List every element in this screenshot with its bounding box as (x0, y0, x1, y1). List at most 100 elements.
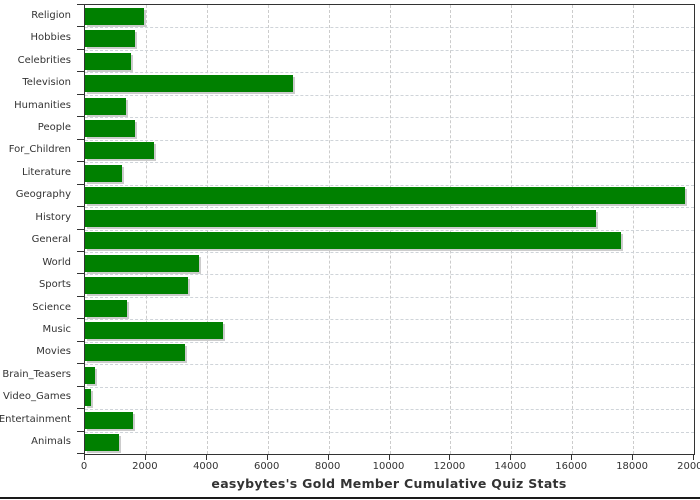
bar-sports (85, 277, 188, 295)
category-label-sports: Sports (38, 279, 71, 291)
x-axis-tick-label: 16000 (555, 461, 588, 472)
y-axis-tick (77, 139, 84, 140)
bottom-border (0, 497, 700, 499)
x-axis-tick (388, 455, 390, 460)
category-label-video_games: Video_Games (3, 391, 71, 403)
y-axis-tick (77, 161, 84, 162)
category-label-world: World (42, 256, 71, 268)
category-label-history: History (35, 211, 71, 223)
bar-for_children (85, 142, 155, 160)
horizontal-gridline (85, 117, 694, 119)
category-label-humanities: Humanities (14, 99, 71, 111)
bar-science (85, 299, 127, 317)
x-axis-tick (449, 455, 451, 460)
y-axis-tick (77, 4, 84, 5)
x-axis-tick (205, 455, 207, 460)
y-axis-tick (77, 251, 84, 252)
x-axis-tick (693, 455, 694, 460)
bar-religion (85, 7, 145, 25)
horizontal-gridline (85, 184, 694, 186)
bar-world (85, 254, 199, 272)
category-label-literature: Literature (22, 166, 71, 178)
category-label-movies: Movies (36, 346, 71, 358)
bar-literature (85, 164, 123, 182)
bar-hobbies (85, 30, 135, 48)
horizontal-gridline (85, 364, 694, 366)
bar-celebrities (85, 52, 131, 70)
x-axis-tick (571, 455, 573, 460)
bar-general (85, 232, 621, 250)
y-axis-tick (77, 431, 84, 432)
horizontal-gridline (85, 296, 694, 298)
y-axis-tick (77, 453, 84, 454)
x-axis-tick-label: 8000 (314, 461, 341, 472)
bar-people (85, 119, 135, 137)
y-axis-tick (77, 94, 84, 95)
category-label-entertainment: Entertainment (0, 413, 71, 425)
y-axis-tick (77, 318, 84, 319)
horizontal-gridline (85, 251, 694, 253)
bar-movies (85, 344, 186, 362)
y-axis-tick (77, 26, 84, 27)
horizontal-gridline (85, 341, 694, 343)
y-axis-tick (77, 71, 84, 72)
category-label-hobbies: Hobbies (30, 32, 71, 44)
y-axis-tick (77, 206, 84, 207)
category-label-geography: Geography (15, 189, 71, 201)
category-label-religion: Religion (31, 9, 71, 21)
bar-video_games (85, 389, 92, 407)
horizontal-gridline (85, 94, 694, 96)
horizontal-gridline (85, 27, 694, 29)
bar-geography (85, 187, 685, 205)
y-axis-tick (77, 363, 84, 364)
bar-humanities (85, 97, 127, 115)
x-axis-tick (632, 455, 634, 460)
horizontal-gridline (85, 207, 694, 209)
y-axis-tick (77, 296, 84, 297)
horizontal-gridline (85, 409, 694, 411)
bar-television (85, 75, 293, 93)
x-axis-tick-label: 20000 (677, 461, 700, 472)
y-axis-tick (77, 116, 84, 117)
x-axis-tick-label: 18000 (616, 461, 648, 472)
bar-entertainment (85, 411, 133, 429)
horizontal-gridline (85, 49, 694, 51)
horizontal-gridline (85, 229, 694, 231)
y-axis-tick (77, 341, 84, 342)
chart-title: easybytes's Gold Member Cumulative Quiz … (211, 476, 567, 491)
horizontal-gridline (85, 431, 694, 433)
horizontal-gridline (85, 162, 694, 164)
y-axis-tick (77, 49, 84, 50)
y-axis-tick (77, 386, 84, 387)
plot-area (84, 4, 695, 455)
y-axis-tick (77, 273, 84, 274)
x-axis-tick-label: 6000 (253, 461, 280, 472)
x-axis-tick-label: 2000 (132, 461, 158, 472)
category-label-television: Television (22, 77, 71, 89)
horizontal-gridline (85, 72, 694, 74)
x-axis-tick-label: 4000 (193, 461, 219, 472)
x-axis-tick (266, 455, 268, 460)
category-label-science: Science (32, 301, 71, 313)
x-axis-tick (144, 455, 146, 460)
x-axis-tick (84, 455, 85, 460)
category-label-for_children: For_Children (8, 144, 71, 156)
category-label-animals: Animals (31, 436, 71, 448)
bar-music (85, 322, 223, 340)
category-label-celebrities: Celebrities (17, 54, 71, 66)
x-axis-tick-label: 12000 (433, 461, 466, 472)
x-axis-tick-label: 10000 (372, 461, 405, 472)
bar-history (85, 209, 596, 227)
bar-brain_teasers (85, 366, 96, 384)
category-label-music: Music (42, 324, 71, 336)
x-axis-tick-label: 14000 (494, 461, 527, 472)
y-axis-tick (77, 229, 84, 230)
y-axis-tick (77, 184, 84, 185)
horizontal-gridline (85, 139, 694, 141)
x-axis-tick (510, 455, 512, 460)
category-label-brain_teasers: Brain_Teasers (2, 368, 71, 380)
horizontal-gridline (85, 319, 694, 321)
category-label-general: General (31, 234, 71, 246)
y-axis-tick (77, 408, 84, 409)
